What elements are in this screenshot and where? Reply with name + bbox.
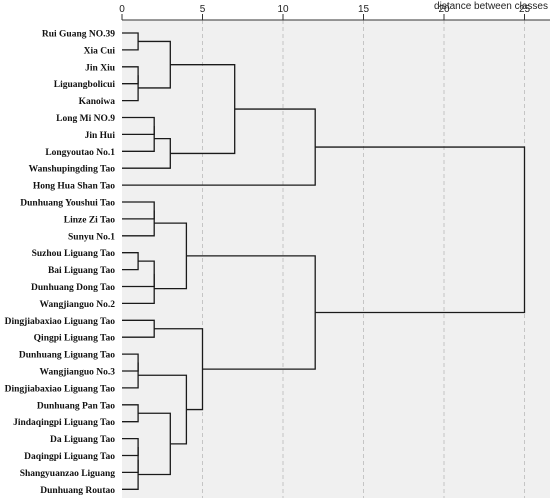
leaf-label: Liguangbolicui [54, 80, 116, 90]
dendrogram-links [122, 32, 526, 490]
axis-title: distance between classes [434, 1, 548, 12]
leaf-label: Bai Liguang Tao [48, 266, 115, 276]
tick-label: 25 [519, 4, 531, 15]
plot-area [122, 20, 550, 498]
tick-label: 5 [200, 4, 206, 15]
merge-link [122, 125, 155, 152]
merge-link [122, 210, 155, 237]
leaf-label: Jin Xiu [85, 63, 116, 73]
leaf-label: Suzhou Liguang Tao [32, 249, 116, 259]
leaf-label: Rui Guang NO.39 [42, 30, 115, 40]
merge-link [315, 146, 526, 314]
leaf-labels: Rui Guang NO.39 Xia Cui Jin Xiu Liguangboli… [5, 30, 116, 496]
leaf-label: Hong Hua Shan Tao [33, 182, 115, 192]
leaf-label: Longyoutao No.1 [45, 148, 115, 158]
tick-label: 20 [438, 4, 450, 15]
tick-label: 10 [277, 4, 289, 15]
leaf-label: Daqingpi Liguang Tao [24, 452, 115, 462]
leaf-label: Dunhuang Dong Tao [31, 283, 115, 293]
merge-link [122, 75, 139, 102]
leaf-label: Shangyuanzao Liguang [20, 469, 116, 479]
leaf-label: Dunhuang Youshui Tao [20, 199, 115, 209]
merge-link [122, 459, 139, 490]
leaf-label: Jin Hui [85, 131, 116, 141]
leaf-label: Qingpi Liguang Tao [34, 334, 116, 344]
leaf-label: Dingjiabaxiao Liguang Tao [5, 384, 116, 394]
axis-ticks: 0 5 10 15 20 25 [119, 4, 550, 21]
tick-label: 15 [358, 4, 370, 15]
leaf-label: Dunhuang Routao [40, 486, 115, 496]
leaf-label: Linze Zi Tao [64, 215, 115, 225]
leaf-label: Da Liguang Tao [50, 435, 115, 445]
leaf-label: Dingjiabaxiao Liguang Tao [5, 317, 116, 327]
leaf-label: Kanoiwa [79, 97, 116, 107]
leaf-label: Sunyu No.1 [68, 232, 115, 242]
leaf-label: Jindaqingpi Liguang Tao [13, 418, 115, 428]
leaf-label: Dunhuang Liguang Tao [19, 351, 115, 361]
leaf-label: Wangjianguo No.3 [40, 368, 116, 378]
merge-link [122, 362, 139, 389]
merge-link [122, 273, 155, 305]
leaf-label: Long Mi NO.9 [56, 114, 115, 124]
leaf-label: Wangjianguo No.2 [40, 300, 116, 310]
leaf-label: Dunhuang Pan Tao [37, 401, 115, 411]
leaf-label: Wanshupingding Tao [29, 165, 116, 175]
leaf-label: Xia Cui [84, 46, 116, 56]
tick-label: 0 [119, 4, 125, 15]
